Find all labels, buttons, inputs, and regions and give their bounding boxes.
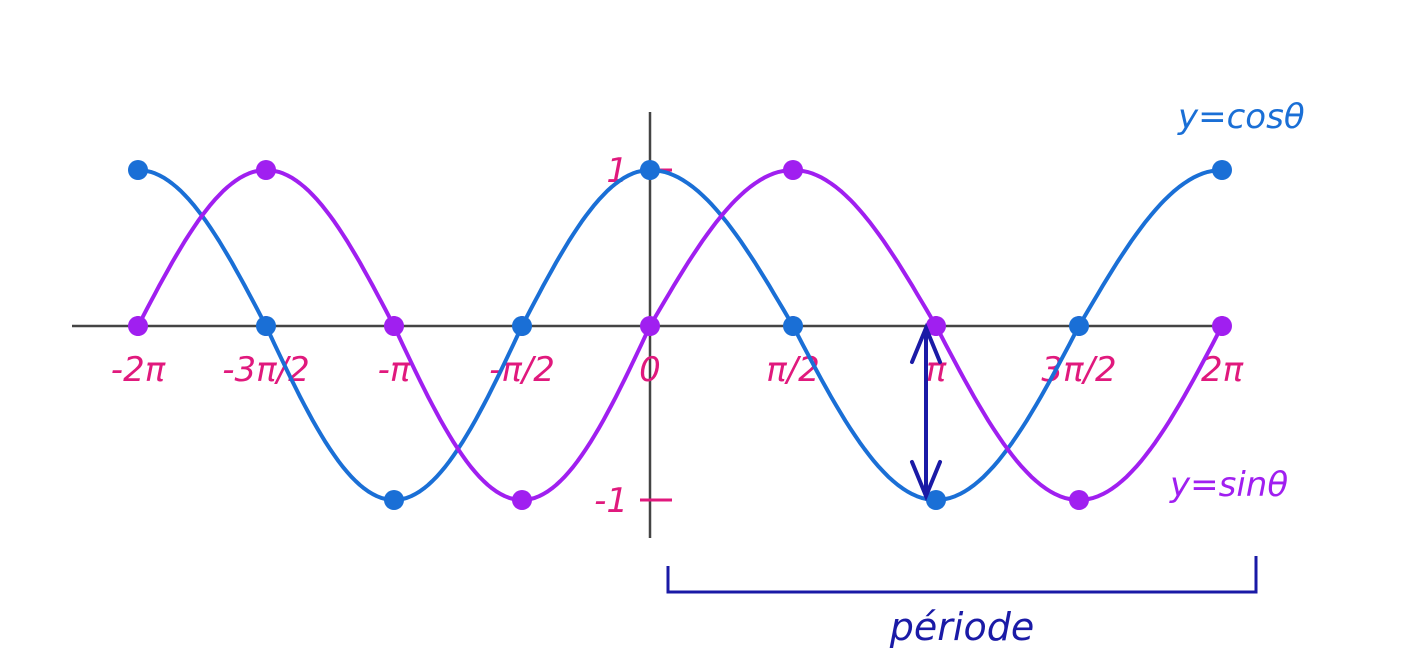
- x-tick-label: -3π/2: [222, 350, 309, 390]
- cos-point: [383, 490, 404, 510]
- period-label: période: [889, 605, 1034, 649]
- series-labels: y=cosθ y=sinθ: [1169, 97, 1305, 505]
- cos-point: [783, 316, 804, 336]
- cos-point: [255, 316, 276, 336]
- x-tick-label: π/2: [766, 350, 820, 390]
- cos-series-label: y=cosθ: [1177, 97, 1305, 137]
- sin-series-label: y=sinθ: [1169, 465, 1288, 505]
- x-tick-label: -2π: [111, 350, 166, 390]
- sin-point: [1212, 316, 1233, 336]
- y-tick-label: -1: [594, 481, 628, 521]
- cos-point: [1069, 316, 1090, 336]
- sin-point: [1069, 490, 1090, 510]
- cos-curve: [136, 168, 1224, 502]
- sin-curve: [136, 168, 1224, 502]
- x-tick-label: -π/2: [489, 350, 555, 390]
- sin-point: [926, 316, 947, 336]
- tick-marks: [136, 168, 1224, 502]
- amplitude-arrow: [910, 322, 943, 502]
- amplitude-arrow-head-down: [910, 460, 943, 502]
- x-tick-label: -π: [378, 350, 411, 390]
- cos-point: [511, 316, 532, 336]
- sin-point: [783, 160, 804, 180]
- sin-point: [383, 316, 404, 336]
- sin-point: [127, 316, 148, 336]
- sin-point: [255, 160, 276, 180]
- x-tick-label: 3π/2: [1041, 350, 1116, 390]
- annotations: période: [666, 322, 1258, 649]
- cos-point: [640, 160, 660, 180]
- curves: [136, 168, 1224, 502]
- cos-point: [926, 490, 947, 510]
- x-tick-label: 0: [639, 350, 661, 390]
- sin-point: [511, 490, 532, 510]
- amplitude-arrow-head-up: [910, 322, 943, 364]
- x-tick-label: π: [926, 350, 947, 390]
- cos-point: [1212, 160, 1233, 180]
- cos-point: [127, 160, 148, 180]
- sin-point: [640, 316, 660, 336]
- period-bracket: [666, 556, 1258, 594]
- points: [127, 160, 1233, 510]
